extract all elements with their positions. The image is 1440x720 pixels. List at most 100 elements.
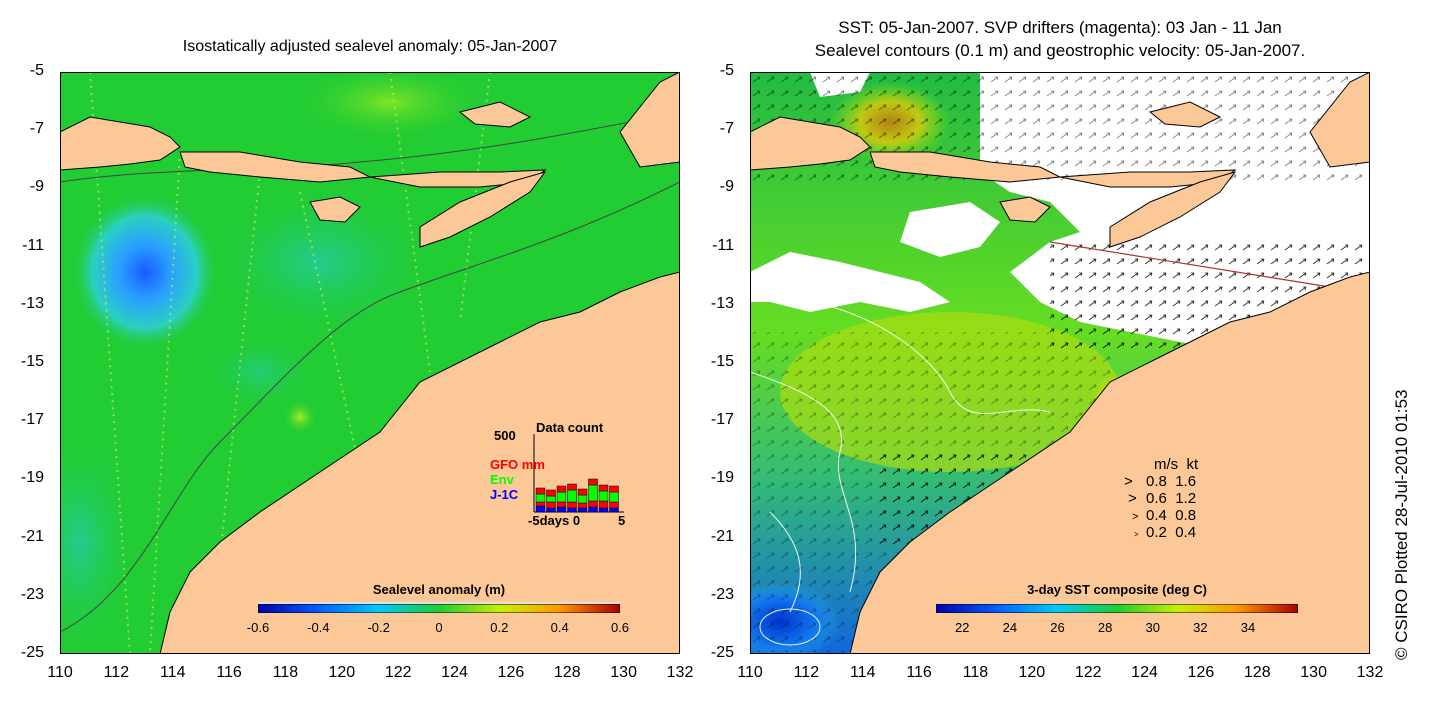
data-count-bar [546,507,556,513]
colorbar-tick-label: 30 [1145,620,1160,635]
sst-colorbar-bar [936,604,1298,613]
data-count-bar [588,506,598,513]
data-count-bar [546,501,556,509]
left-x-tick-label: 114 [159,664,186,681]
right-y-tick-label: -21 [710,527,734,545]
sst-map [750,72,1370,654]
data-count-bar [556,506,567,513]
right-x-tick-label: 118 [962,664,989,681]
data-count-bar [567,507,577,513]
left-x-tick-label: 110 [47,664,73,681]
left-y-tick-label: -21 [20,527,44,545]
right-map-title-line1: SST: 05-Jan-2007. SVP drifters (magenta)… [838,18,1282,37]
velocity-key-row: >0.8 1.6 [1124,473,1197,490]
colorbar-tick-label: -0.4 [307,620,330,635]
left-x-tick-label: 132 [666,664,694,681]
left-x-tick-label: 118 [272,664,299,681]
right-y-tick-label: -7 [719,120,734,138]
sst-colorbar-label: 3-day SST composite (deg C) [1027,582,1207,597]
data-count-bar [598,484,609,492]
data-count-xaxis: -5days 0 [528,513,581,528]
land-mass [60,72,680,654]
data-count-bar [598,507,609,513]
colorbar-tick-label: 0.2 [490,620,509,635]
left-map-title: Isostatically adjusted sealevel anomaly:… [182,38,558,55]
data-count-bar [546,489,556,497]
data-count-bar [556,501,567,508]
left-y-tick-label: -9 [29,178,44,196]
right-y-tick-label: -11 [712,236,734,254]
right-y-tick-label: -15 [710,353,734,370]
right-x-tick-label: 116 [906,664,932,681]
data-count-bar [598,490,609,502]
velocity-key: m/s kt >0.8 1.6 >0.6 1.2 >0.4 0.8 >0.2 0… [1124,456,1198,541]
data-count-bar [535,505,546,513]
data-count-bar [577,494,588,504]
right-x-tick-label: 124 [1131,664,1158,681]
data-count-label: Data count [536,420,604,435]
left-x-tick-label: 128 [553,664,581,681]
data-count-bar [577,507,588,513]
left-y-tick-label: -19 [20,469,44,487]
sealevel-colorbar-label: Sealevel anomaly (m) [372,582,506,597]
right-x-tick-label: 130 [1300,664,1327,681]
left-x-tick-label: 130 [610,664,637,681]
velocity-key-header-ms: m/s [1154,456,1179,473]
colorbar-tick-label: -0.2 [367,620,390,635]
data-count-bar [546,495,556,503]
legend-env: Env [490,472,514,487]
left-y-tick-label: -17 [20,411,44,429]
right-x-tick-label: 114 [849,664,876,681]
left-x-tick-label: 120 [328,664,356,681]
data-count-bar [535,493,546,503]
data-count-bar [609,501,619,509]
right-x-tick-label: 126 [1187,664,1215,681]
data-count-bar [567,501,577,509]
velocity-key-row: >0.2 0.4 [1134,524,1197,541]
left-y-tick-label: -5 [29,62,44,79]
right-y-tick-label: -13 [710,294,734,312]
colorbar-tick-label: 26 [1050,620,1065,635]
sealevel-colorbar-bar [258,604,620,613]
data-count-max: 500 [494,428,516,443]
right-x-tick-label: 112 [793,664,820,681]
right-y-tick-label: -9 [719,178,734,196]
data-count-bar [609,491,619,503]
velocity-key-row: >0.4 0.8 [1132,507,1197,524]
left-x-tick-label: 122 [384,664,412,681]
sealevel-anomaly-map [60,72,680,654]
data-count-bar [567,489,577,503]
legend-j1c: J-1C [490,487,519,502]
right-y-tick-label: -17 [710,411,734,429]
data-count-bar [535,487,546,495]
colorbar-tick-label: 32 [1193,620,1208,635]
data-count-bar [588,478,598,486]
left-x-tick-label: 124 [441,664,468,681]
data-count-bar [567,483,577,491]
right-x-tick-label: 132 [1356,664,1384,681]
velocity-key-header-kt: kt [1186,456,1199,473]
data-count-bar [577,502,588,509]
right-y-tick-label: -5 [719,62,734,79]
colorbar-tick-label: 0.4 [550,620,569,635]
left-y-tick-label: -15 [20,353,44,370]
right-y-tick-label: -25 [710,644,734,661]
colorbar-tick-label: 24 [1002,620,1018,635]
left-y-tick-label: -25 [20,644,44,661]
colorbar-tick-label: 0.6 [610,620,630,635]
velocity-key-row: >0.6 1.2 [1128,490,1197,507]
colorbar-tick-label: 22 [954,620,970,635]
right-map-title-line2: Sealevel contours (0.1 m) and geostrophi… [814,41,1306,60]
right-x-tick-label: 128 [1243,664,1271,681]
right-x-tick-label: 122 [1074,664,1102,681]
data-count-xaxis-right: 5 [618,513,626,528]
left-y-tick-label: -23 [20,585,44,603]
land-mass [750,72,1370,654]
legend-gfo: GFO mm [490,457,545,472]
data-count-bar [609,507,619,513]
colorbar-tick-label: 0 [435,620,443,635]
plot-credit: © CSIRO Plotted 28-Jul-2010 01:53 [1392,389,1411,660]
data-count-bar [577,488,588,496]
right-y-tick-label: -23 [710,585,734,603]
colorbar-tick-label: -0.6 [246,620,270,635]
